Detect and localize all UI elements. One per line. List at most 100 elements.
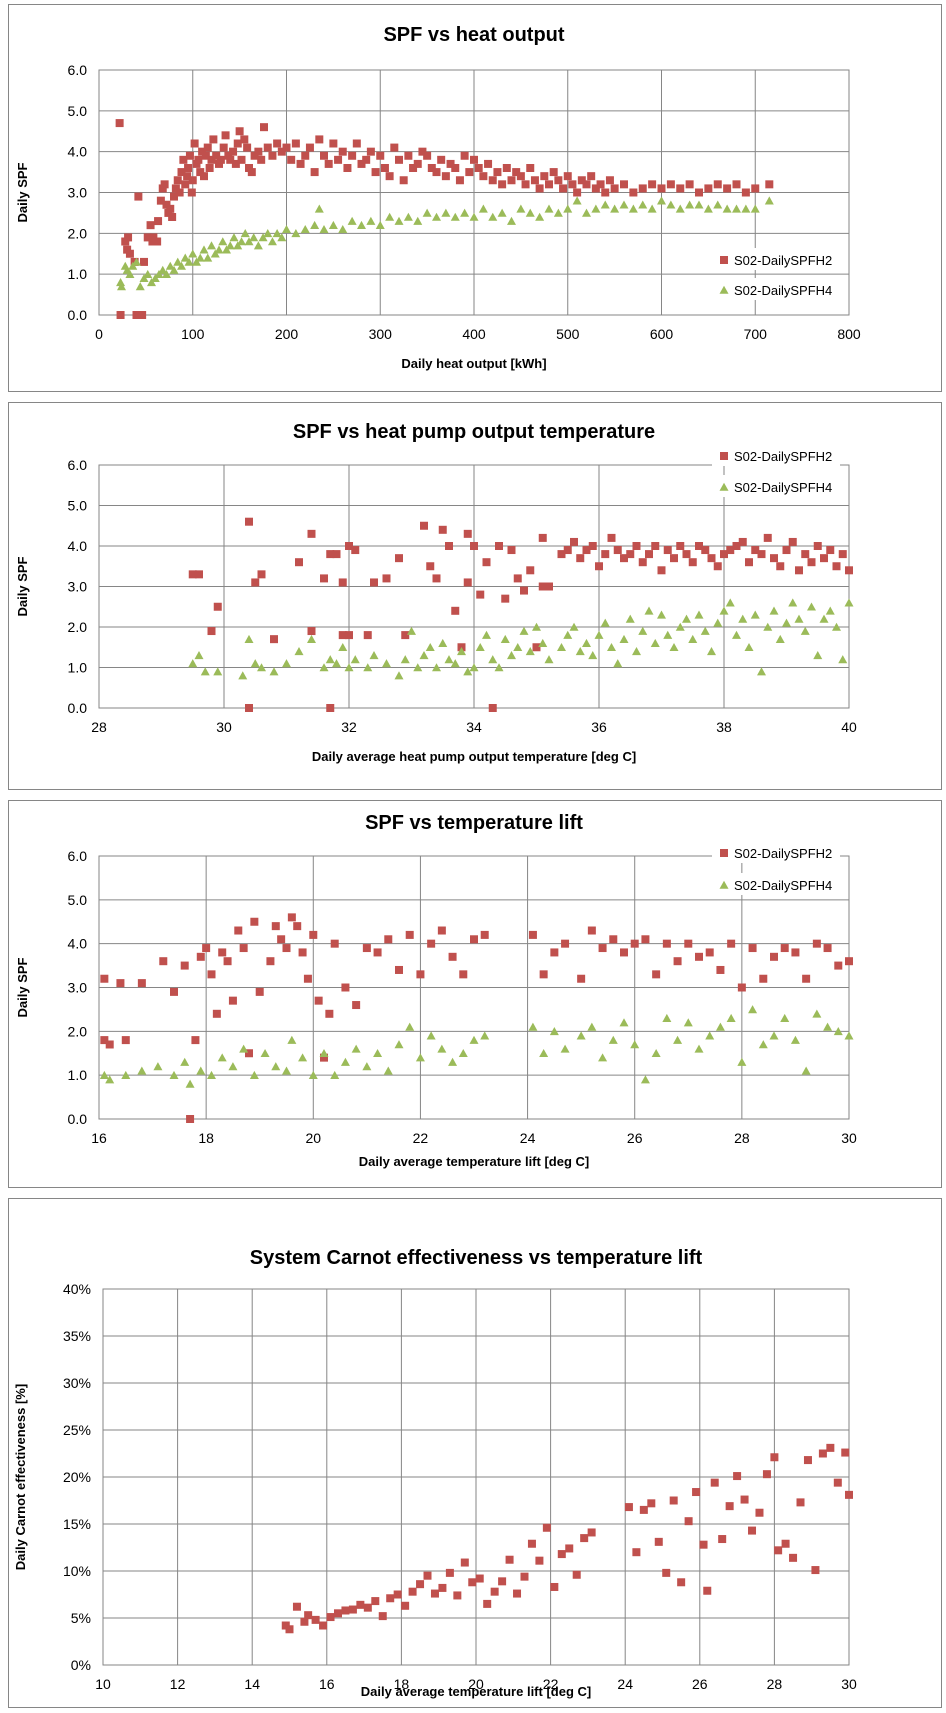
data-point-h2 bbox=[228, 996, 237, 1005]
data-point-h2 bbox=[841, 1448, 850, 1457]
data-point-h2 bbox=[620, 180, 628, 189]
y-tick-label: 30% bbox=[63, 1375, 91, 1391]
data-point-h4 bbox=[125, 269, 135, 278]
data-point-h4 bbox=[319, 224, 329, 234]
data-point-h2 bbox=[745, 558, 753, 567]
data-point-h2 bbox=[545, 180, 553, 189]
data-point-h2 bbox=[203, 143, 212, 152]
legend-marker bbox=[720, 256, 728, 264]
data-point-h4 bbox=[257, 663, 266, 672]
data-point-h2 bbox=[205, 164, 214, 172]
data-point-h4 bbox=[748, 1005, 758, 1014]
data-point-h2 bbox=[239, 944, 248, 953]
data-point-h2 bbox=[737, 983, 746, 992]
data-point-h2 bbox=[413, 159, 422, 168]
x-tick-label: 28 bbox=[767, 1676, 783, 1692]
data-point-h2 bbox=[430, 1589, 439, 1598]
data-point-h2 bbox=[366, 147, 375, 156]
data-point-h4 bbox=[233, 241, 243, 250]
data-point-h4 bbox=[538, 638, 548, 647]
data-point-h4 bbox=[457, 647, 466, 656]
x-axis-label: Daily average temperature lift [deg C] bbox=[361, 1684, 591, 1699]
data-point-h2 bbox=[180, 961, 189, 970]
data-point-h4 bbox=[425, 642, 435, 652]
data-point-h4 bbox=[478, 204, 488, 213]
data-point-h4 bbox=[688, 634, 698, 643]
data-point-h2 bbox=[465, 168, 474, 177]
data-point-h2 bbox=[432, 574, 441, 583]
x-axis-label: Daily average temperature lift [deg C] bbox=[359, 1154, 589, 1169]
data-point-h4 bbox=[222, 245, 231, 254]
data-point-h2 bbox=[445, 1568, 454, 1577]
data-point-h2 bbox=[115, 119, 124, 128]
data-point-h2 bbox=[713, 180, 722, 189]
data-point-h4 bbox=[825, 606, 835, 615]
data-point-h2 bbox=[516, 172, 525, 181]
data-point-h4 bbox=[139, 273, 149, 283]
data-point-h2 bbox=[554, 176, 563, 185]
data-point-h4 bbox=[369, 651, 379, 660]
x-tick-label: 36 bbox=[591, 719, 607, 735]
data-point-h4 bbox=[832, 622, 841, 631]
chart-panel-2: SPF vs heat pump output temperature 0.0 1.… bbox=[8, 402, 942, 790]
data-point-h2 bbox=[446, 159, 455, 168]
data-point-h4 bbox=[482, 630, 491, 639]
data-point-h4 bbox=[535, 212, 545, 221]
x-tick-label: 32 bbox=[341, 719, 357, 735]
x-tick-label: 30 bbox=[216, 719, 232, 735]
data-point-h4 bbox=[694, 610, 704, 619]
data-point-h2 bbox=[177, 168, 186, 177]
data-point-h2 bbox=[455, 176, 464, 185]
data-point-h2 bbox=[832, 562, 841, 571]
y-tick-label: 5.0 bbox=[68, 892, 88, 908]
data-point-h2 bbox=[315, 135, 324, 144]
data-point-h2 bbox=[716, 965, 725, 974]
data-point-h2 bbox=[568, 180, 577, 189]
legend-label: S02-DailySPFH2 bbox=[734, 449, 832, 464]
data-point-h2 bbox=[437, 926, 446, 935]
chart-svg-4: System Carnot effectiveness vs temperatu… bbox=[13, 1247, 857, 1699]
data-point-h4 bbox=[394, 1040, 404, 1049]
data-point-h2 bbox=[416, 1580, 425, 1589]
data-point-h2 bbox=[231, 159, 240, 168]
data-point-h2 bbox=[326, 550, 335, 559]
data-point-h4 bbox=[539, 1048, 549, 1058]
data-point-h4 bbox=[308, 1070, 318, 1079]
data-point-h2 bbox=[670, 554, 678, 563]
data-point-h2 bbox=[333, 1609, 342, 1618]
data-point-h4 bbox=[707, 647, 716, 656]
data-point-h2 bbox=[588, 542, 597, 550]
data-point-h4 bbox=[657, 196, 666, 205]
data-point-h2 bbox=[245, 1049, 253, 1058]
data-point-h2 bbox=[732, 180, 741, 189]
data-point-h2 bbox=[408, 1587, 417, 1596]
data-point-h2 bbox=[609, 935, 618, 944]
data-point-h4 bbox=[497, 208, 507, 217]
data-point-h2 bbox=[216, 155, 225, 164]
data-point-h2 bbox=[845, 957, 853, 966]
x-tick-label: 14 bbox=[244, 1676, 260, 1692]
data-point-h4 bbox=[357, 220, 366, 229]
data-point-h4 bbox=[218, 237, 228, 246]
data-point-h4 bbox=[713, 618, 723, 627]
data-point-h2 bbox=[212, 151, 221, 160]
data-point-h2 bbox=[666, 180, 675, 189]
data-point-h4 bbox=[344, 663, 354, 672]
data-point-h4 bbox=[640, 1075, 650, 1084]
plot-area bbox=[98, 69, 850, 316]
data-point-h4 bbox=[287, 1035, 297, 1044]
data-point-h2 bbox=[770, 1453, 779, 1462]
data-point-h2 bbox=[125, 249, 134, 258]
data-point-h4 bbox=[598, 1053, 608, 1062]
y-tick-label: 6.0 bbox=[68, 62, 88, 78]
x-tick-label: 100 bbox=[181, 326, 205, 342]
data-point-h2 bbox=[223, 957, 232, 966]
x-tick-label: 26 bbox=[692, 1676, 708, 1692]
data-point-h4 bbox=[422, 208, 432, 217]
data-point-h4 bbox=[444, 655, 454, 664]
data-point-h2 bbox=[826, 1443, 835, 1452]
data-point-h4 bbox=[258, 233, 268, 242]
data-point-h4 bbox=[757, 667, 766, 676]
data-point-h4 bbox=[801, 1066, 811, 1075]
data-point-h4 bbox=[525, 208, 535, 217]
